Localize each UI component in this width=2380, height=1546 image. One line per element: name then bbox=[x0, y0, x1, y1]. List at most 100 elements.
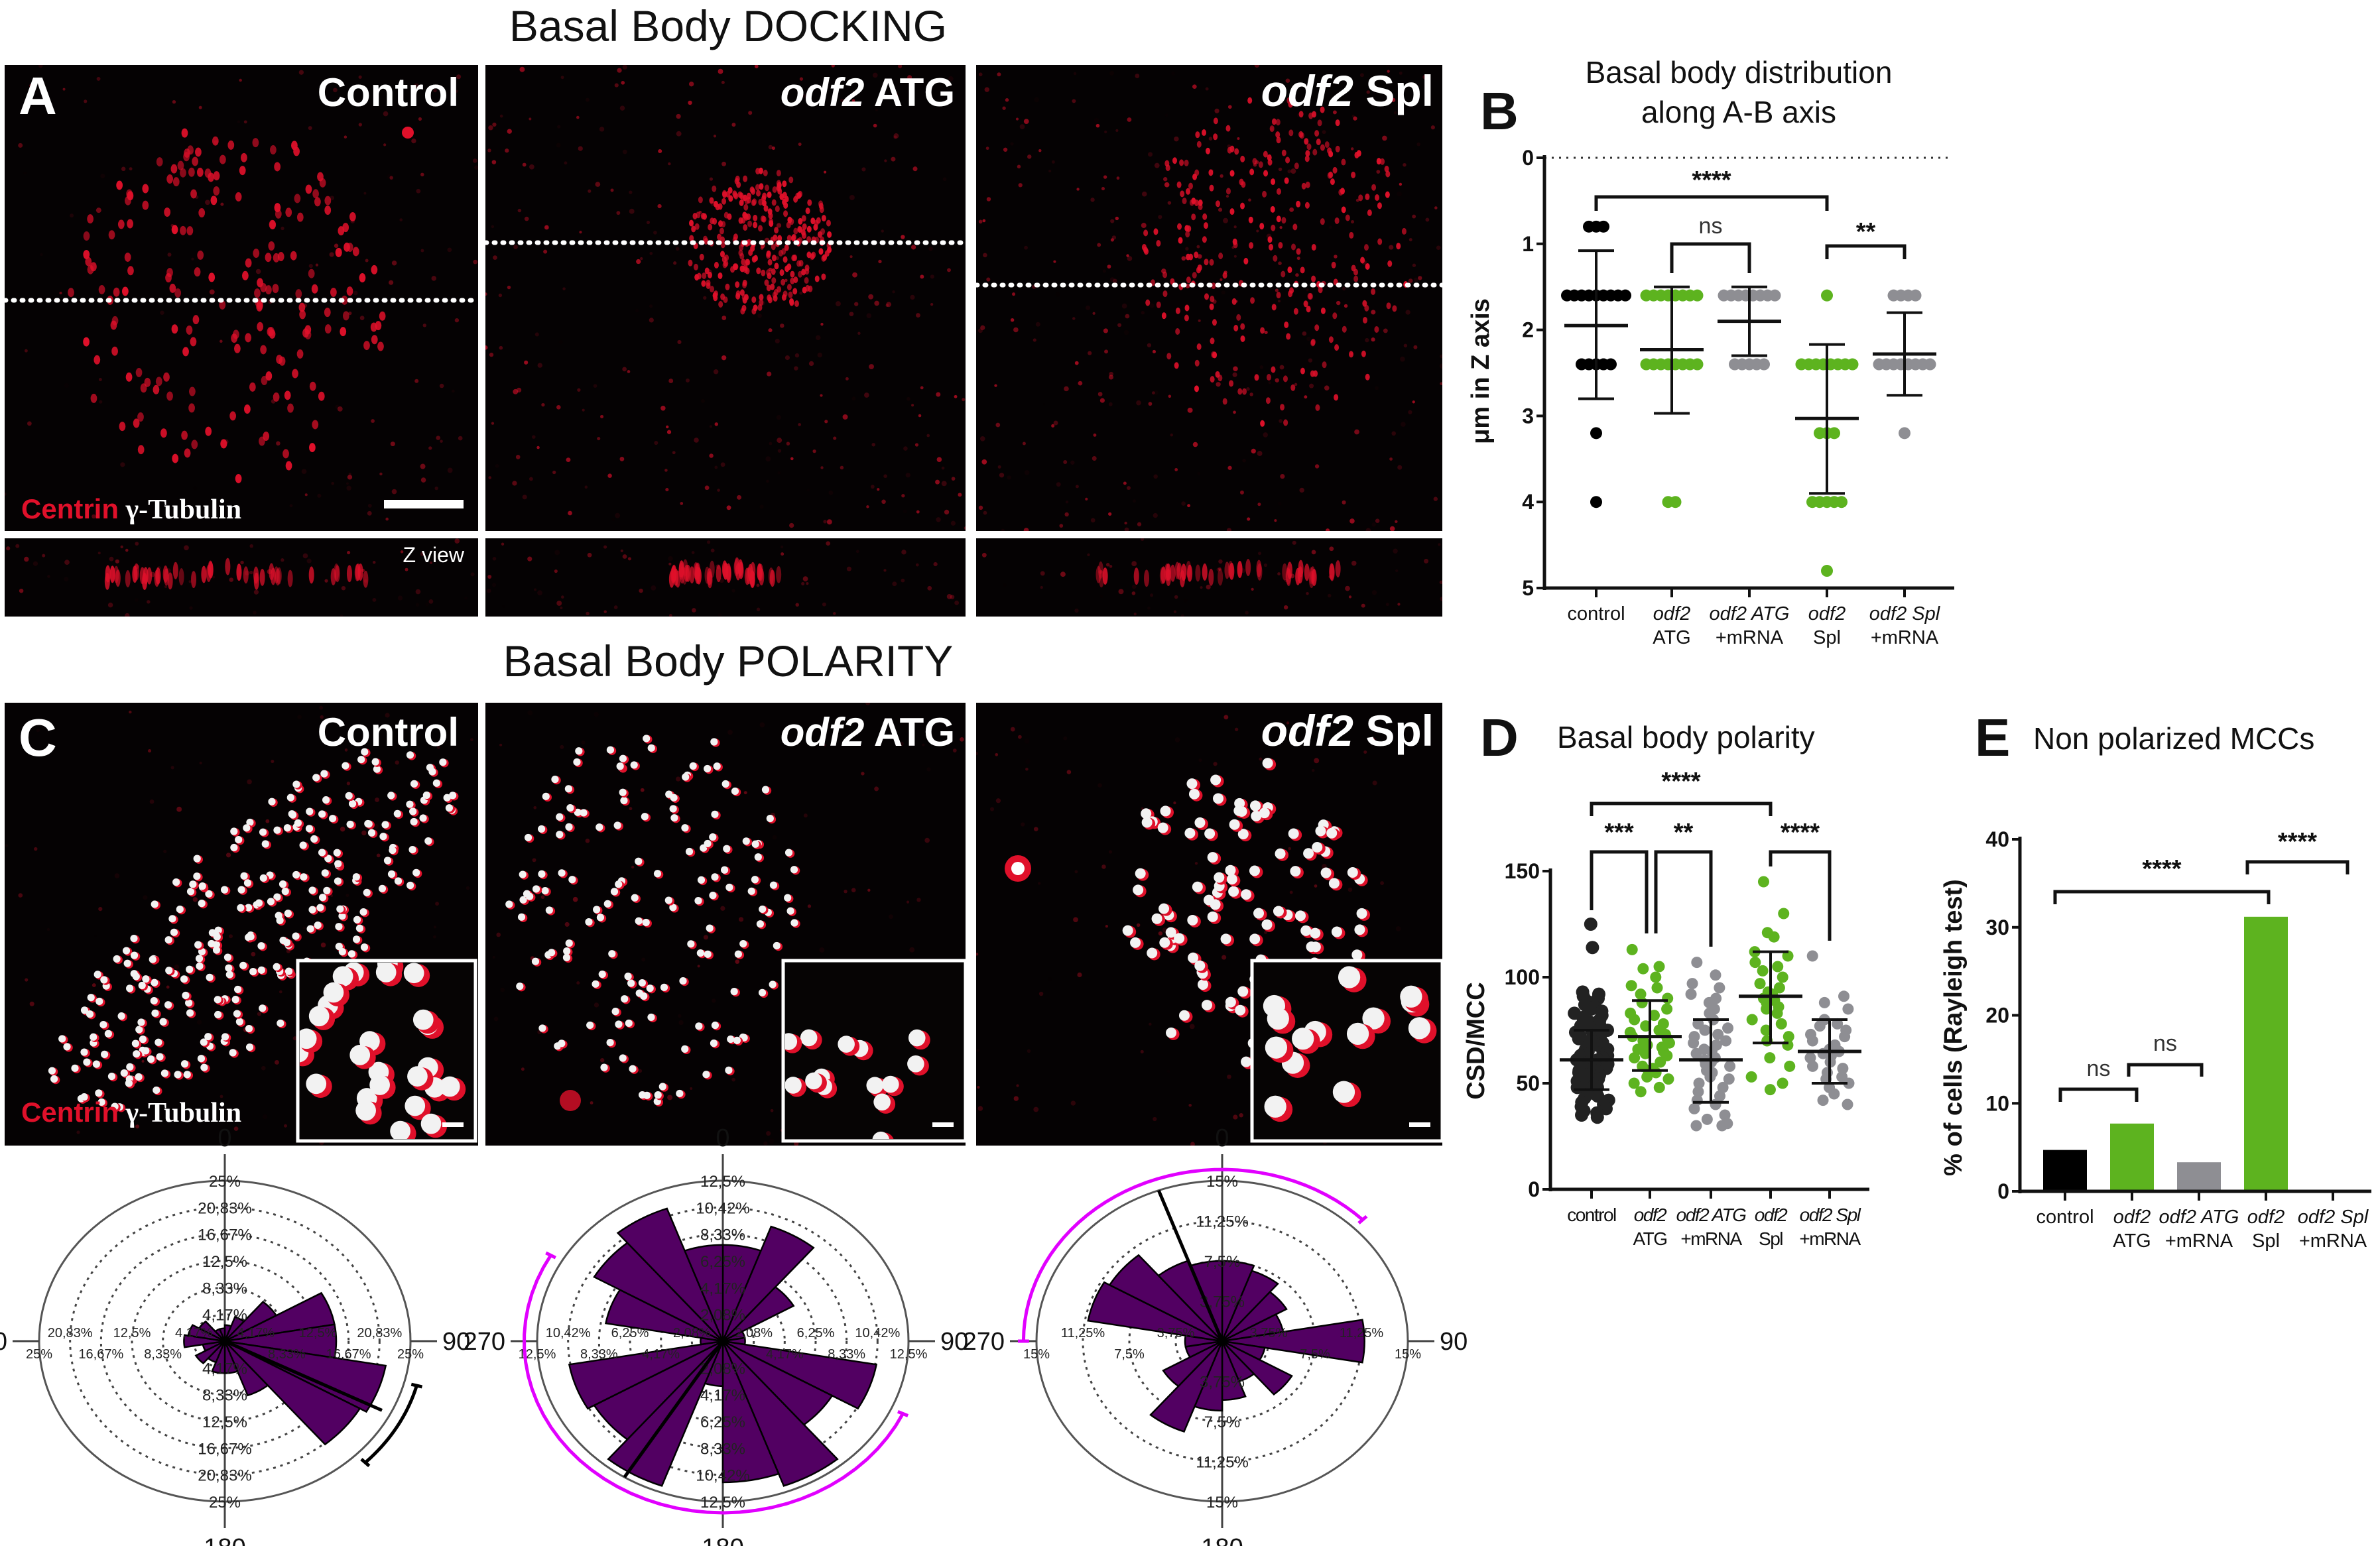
data-point bbox=[1625, 980, 1637, 992]
background-speck bbox=[1412, 400, 1415, 404]
background-speck bbox=[1314, 884, 1318, 888]
background-speck bbox=[456, 74, 462, 80]
basal-body-dot bbox=[1303, 300, 1308, 308]
background-speck bbox=[765, 456, 771, 462]
ring-label-bottom: 16,67% bbox=[198, 1440, 251, 1458]
background-speck bbox=[1286, 721, 1290, 725]
tubulin-dot bbox=[725, 1066, 733, 1074]
tubulin-dot bbox=[273, 963, 281, 971]
tubulin-dot bbox=[1194, 817, 1206, 828]
ring-label-bottom: 4,17% bbox=[202, 1360, 247, 1378]
background-speck bbox=[703, 935, 709, 940]
data-point bbox=[1575, 1108, 1589, 1122]
tubulin-dot bbox=[424, 837, 432, 845]
inset-frame bbox=[296, 959, 477, 1143]
background-speck bbox=[560, 76, 564, 80]
image-a-control bbox=[3, 65, 478, 531]
background-speck bbox=[1187, 407, 1193, 413]
background-speck bbox=[522, 495, 527, 500]
angle-label-180: 180 bbox=[1201, 1534, 1243, 1546]
tubulin-dot bbox=[1207, 911, 1218, 922]
basal-body-dot bbox=[249, 382, 256, 392]
background-speck bbox=[1348, 595, 1352, 599]
z-basal-body bbox=[115, 569, 121, 587]
background-speck bbox=[537, 363, 542, 368]
background-speck bbox=[1131, 591, 1136, 595]
background-speck bbox=[833, 612, 836, 615]
background-speck bbox=[1275, 288, 1279, 292]
tubulin-dot bbox=[1207, 852, 1218, 863]
background-speck bbox=[1174, 136, 1179, 142]
tubulin-dot bbox=[620, 796, 628, 805]
basal-body-dot bbox=[182, 347, 189, 357]
background-speck bbox=[1033, 1106, 1039, 1112]
background-speck bbox=[170, 766, 174, 770]
background-speck bbox=[738, 917, 744, 922]
basal-body-dot bbox=[292, 369, 298, 379]
basal-body-dot bbox=[377, 341, 384, 351]
tubulin-dot bbox=[322, 796, 330, 804]
basal-body-dot bbox=[1218, 253, 1223, 260]
rose-wedge bbox=[183, 1334, 225, 1348]
tubulin-dot bbox=[407, 1066, 428, 1087]
background-speck bbox=[46, 927, 50, 931]
background-speck bbox=[1104, 349, 1109, 354]
basal-body-dot bbox=[781, 278, 786, 286]
background-speck bbox=[1048, 169, 1052, 173]
background-speck bbox=[600, 414, 604, 419]
basal-body-dot bbox=[324, 206, 332, 215]
rose-wedge bbox=[593, 1242, 723, 1342]
tubulin-dot bbox=[1188, 788, 1200, 800]
background-speck bbox=[283, 1124, 288, 1128]
basal-body-dot bbox=[142, 200, 149, 210]
basal-body-dot bbox=[1179, 159, 1184, 166]
background-speck bbox=[1063, 248, 1066, 251]
bracket-line bbox=[1654, 850, 1713, 947]
tubulin-dot bbox=[410, 817, 418, 826]
background-speck bbox=[802, 94, 807, 98]
tubulin-dot bbox=[239, 961, 247, 969]
background-speck bbox=[1220, 174, 1223, 178]
ring-label-left: 15% bbox=[1023, 1347, 1050, 1362]
background-speck bbox=[1107, 265, 1111, 269]
basal-body-dot bbox=[191, 440, 198, 449]
tubulin-dot bbox=[243, 824, 251, 832]
tubulin-dot bbox=[1292, 1028, 1314, 1050]
background-speck bbox=[1285, 78, 1290, 84]
basal-body-dot bbox=[1271, 178, 1276, 186]
tubulin-dot bbox=[619, 1054, 627, 1062]
background-speck bbox=[865, 703, 871, 705]
tubulin-dot bbox=[1328, 878, 1340, 889]
tubulin-dot bbox=[695, 1022, 703, 1030]
background-speck bbox=[995, 422, 1001, 428]
tubulin-dot bbox=[704, 764, 712, 773]
basal-body-dot bbox=[181, 128, 188, 138]
tubulin-dot bbox=[347, 950, 356, 958]
tubulin-dot bbox=[704, 950, 712, 958]
data-point bbox=[1757, 965, 1769, 977]
background-speck bbox=[1292, 540, 1296, 545]
background-speck bbox=[337, 406, 343, 412]
background-speck bbox=[261, 1065, 266, 1071]
z-basal-body bbox=[259, 568, 265, 586]
tubulin-dot bbox=[610, 888, 619, 896]
basal-body-dot bbox=[1275, 119, 1281, 126]
tubulin-dot bbox=[1229, 819, 1240, 830]
background-speck bbox=[597, 437, 601, 441]
data-point bbox=[1690, 1047, 1702, 1059]
angle-label-0: 0 bbox=[218, 1124, 231, 1152]
image-content bbox=[6, 538, 475, 617]
bracket-line bbox=[1769, 850, 1832, 941]
background-speck bbox=[92, 514, 96, 519]
basal-body-dot bbox=[1278, 242, 1283, 249]
tubulin-dot bbox=[233, 985, 242, 994]
basal-body-dot bbox=[720, 241, 725, 249]
background-speck bbox=[1403, 162, 1407, 167]
background-speck bbox=[383, 143, 387, 147]
inset-frame bbox=[781, 959, 968, 1143]
ring-label-bottom: 3,75% bbox=[1200, 1374, 1245, 1392]
background-speck bbox=[3, 125, 7, 129]
label-odf2-spl: odf2 Spl bbox=[1261, 66, 1434, 115]
background-speck bbox=[431, 276, 436, 281]
